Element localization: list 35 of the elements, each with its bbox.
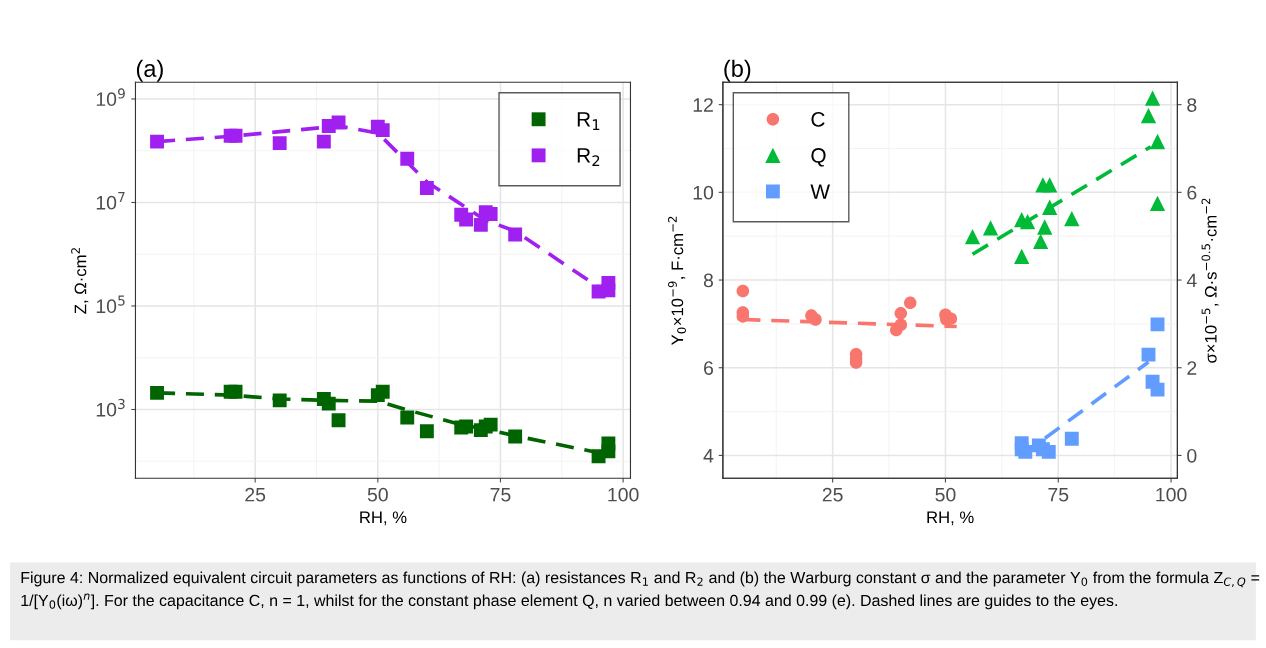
x-tick-label: 50: [367, 487, 388, 502]
legend-label: W: [810, 184, 830, 199]
legend-label: Q: [811, 148, 826, 167]
y-axis-title: Y$_{0}$×10$^{−9}$, F·cm$^{−2}$: [668, 216, 686, 346]
x-tick-label: 25: [822, 487, 843, 502]
x-tick-label: 75: [490, 487, 511, 502]
y-tick-label: 10: [693, 185, 714, 200]
y-tick-label: 4: [703, 449, 714, 463]
y2-tick-label: 6: [1187, 185, 1197, 200]
y2-tick-label: 8: [1187, 98, 1197, 112]
x-tick-label: 100: [1156, 487, 1187, 502]
y-tick-label: 6: [704, 361, 713, 375]
legend-label: R$_{2}$: [577, 148, 600, 167]
y-axis-title: Z, Ω·cm$^{2}$: [71, 248, 89, 314]
y2-axis-title: σ×10$^{−5}$, Ω·s$^{−0.5}$·cm$^{−2}$: [1201, 198, 1219, 363]
y-tick-label: 8: [703, 273, 714, 288]
x-tick-label: 75: [1048, 487, 1069, 502]
y-tick-label: 10$^{3}$: [96, 398, 125, 417]
y2-tick-label: 4: [1186, 273, 1197, 288]
legend-label: R$_{1}$: [577, 112, 600, 130]
chart-title: (a): [136, 59, 163, 82]
text: Figure 4: Normalized equivalent circuit parameters as functions of RH: (a) resistances R$_{1}$ and R$_{2}$ and (b) the Warburg constant σ and the parameter Y$_{0}$ from the formula Z$_{C,Q}$ = 1/[Y$_{0}$(iω)$^{n}$]. For the capacitance C, n = 1, whilst for the constant phase element Q, n varied between 0.94 and 0.99 (e). Dashed lines are guides to the eyes.: [21, 571, 1260, 610]
chart-title: (b): [724, 59, 751, 82]
y-tick-label: 10$^{9}$: [96, 88, 125, 107]
y-tick-label: 10$^{7}$: [96, 192, 125, 210]
y-tick-label: 10$^{5}$: [96, 295, 125, 314]
y-tick-label: 12: [693, 98, 713, 112]
x-axis-title: RH, %: [927, 511, 974, 526]
x-axis-title: RH, %: [360, 511, 407, 526]
y2-tick-label: 2: [1187, 361, 1197, 375]
x-tick-label: 50: [935, 487, 956, 502]
x-tick-label: 100: [608, 487, 639, 502]
x-tick-label: 25: [245, 487, 266, 502]
legend-label: C: [811, 112, 825, 127]
y2-tick-label: 0: [1187, 448, 1197, 463]
